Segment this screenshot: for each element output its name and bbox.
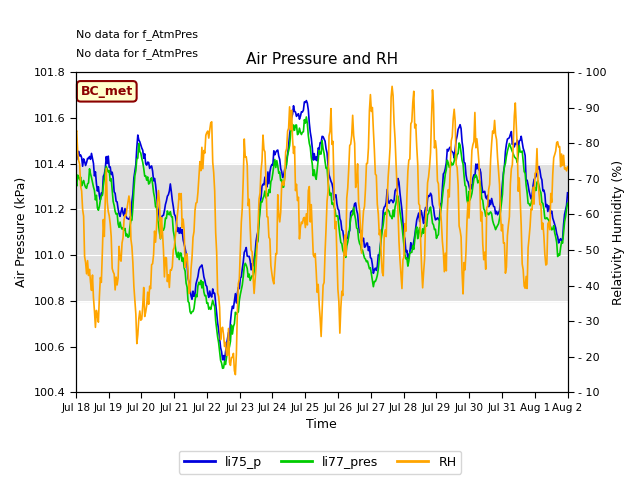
X-axis label: Time: Time [307, 419, 337, 432]
Y-axis label: Air Pressure (kPa): Air Pressure (kPa) [15, 177, 28, 288]
Y-axis label: Relativity Humidity (%): Relativity Humidity (%) [612, 160, 625, 305]
Text: No data for f_AtmPres: No data for f_AtmPres [76, 29, 198, 40]
Legend: li75_p, li77_pres, RH: li75_p, li77_pres, RH [179, 451, 461, 474]
Text: BC_met: BC_met [81, 85, 133, 98]
Title: Air Pressure and RH: Air Pressure and RH [246, 52, 397, 67]
Text: No data for f_AtmPres: No data for f_AtmPres [76, 48, 198, 59]
Bar [76, 164, 568, 301]
